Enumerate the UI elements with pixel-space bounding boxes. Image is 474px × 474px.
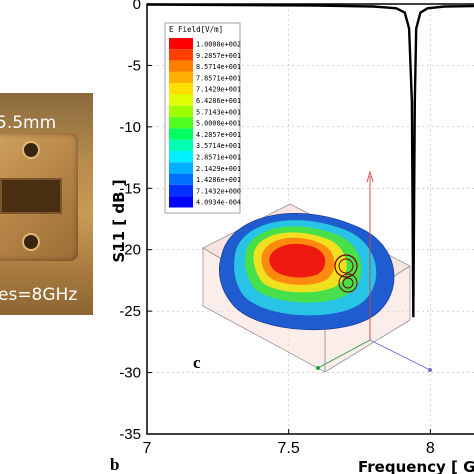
legend-value: 7.1432e+000 <box>196 187 241 195</box>
coord-origin-y <box>428 368 432 372</box>
legend-swatch <box>169 83 193 95</box>
flange-hole-top <box>22 141 40 159</box>
photo-frequency-label: es=8GHz <box>0 285 78 305</box>
legend-value: 5.0000e+001 <box>196 120 241 128</box>
legend-value: 6.4286e+001 <box>196 97 241 105</box>
e-field-inset: E Field[V/m] 1.0000e+002 9.2857e+001 8.571… <box>164 22 432 373</box>
legend-rows: 1.0000e+002 9.2857e+001 8.5714e+001 7.8571e… <box>169 38 241 208</box>
y-tick-label: -15 <box>119 180 141 197</box>
x-tick-label: 7.5 <box>278 440 300 457</box>
x-tick-label: 7 <box>143 440 152 457</box>
waveguide-aperture <box>0 178 62 214</box>
legend-value: 2.8571e+001 <box>196 154 241 162</box>
x-tick-label: 8 <box>426 440 435 457</box>
coord-axis-y <box>369 339 431 371</box>
legend-value: 2.1429e+001 <box>196 165 241 173</box>
x-axis: 7 7.5 8 <box>143 429 435 457</box>
waveguide-photo: 5.5mm es=8GHz <box>0 93 93 315</box>
field-ring-3 <box>338 273 358 293</box>
y-axis: 0 -5 -10 -15 -20 -25 -30 -35 <box>119 0 152 443</box>
plot-frame <box>146 3 474 435</box>
x-axis-title: Frequency [ G <box>358 458 474 474</box>
legend-value: 7.8571e+001 <box>196 74 241 82</box>
legend-swatch <box>169 184 193 197</box>
legend-swatch <box>169 117 193 129</box>
legend-title: E Field[V/m] <box>169 25 223 34</box>
flange-hole-bottom <box>22 233 40 251</box>
legend-swatch <box>169 49 193 61</box>
legend-swatch <box>169 162 193 174</box>
legend-value: 1.4286e+001 <box>196 176 241 184</box>
legend-swatch <box>169 94 193 106</box>
coord-axis-x <box>317 339 371 369</box>
photo-dimension-label: 5.5mm <box>0 113 57 133</box>
legend-value: 3.5714e+001 <box>196 142 241 150</box>
legend-swatch <box>169 38 193 50</box>
legend-value: 8.5714e+001 <box>196 63 241 71</box>
s11-series-line <box>146 3 474 318</box>
y-tick-label: -20 <box>119 242 141 259</box>
legend-swatch <box>169 71 193 84</box>
y-tick-label: -25 <box>119 303 141 320</box>
legend-swatch <box>169 105 193 118</box>
y-tick-label: 0 <box>133 0 141 13</box>
field-ring-2 <box>338 258 354 274</box>
y-tick-label: -30 <box>119 365 141 382</box>
legend-swatch <box>169 173 193 185</box>
legend-value: 4.0934e-004 <box>196 199 241 207</box>
panel-label-b: b <box>110 455 119 474</box>
field-ring-4 <box>342 277 354 289</box>
legend-swatch <box>169 196 193 208</box>
y-tick-label: -5 <box>128 57 141 74</box>
coord-arrow-z <box>366 170 374 183</box>
legend-swatch <box>169 139 193 151</box>
legend-value: 5.7143e+001 <box>196 108 241 116</box>
y-tick-label: -10 <box>119 119 141 136</box>
legend-swatch <box>169 151 193 163</box>
y-axis-title: S11 [ dB ] <box>110 179 128 262</box>
legend-value: 7.1429e+001 <box>196 86 241 94</box>
legend-swatch <box>169 128 193 140</box>
legend-value: 9.2857e+001 <box>196 52 241 60</box>
legend-value: 4.2857e+001 <box>196 131 241 139</box>
coord-origin-x <box>316 366 320 370</box>
field-ring-1 <box>334 254 358 278</box>
field-red-core <box>269 243 326 278</box>
panel-label-c: c <box>193 353 201 372</box>
y-tick-label: -35 <box>119 426 141 443</box>
legend-value: 1.0000e+002 <box>196 41 241 49</box>
legend-swatch <box>169 60 193 72</box>
